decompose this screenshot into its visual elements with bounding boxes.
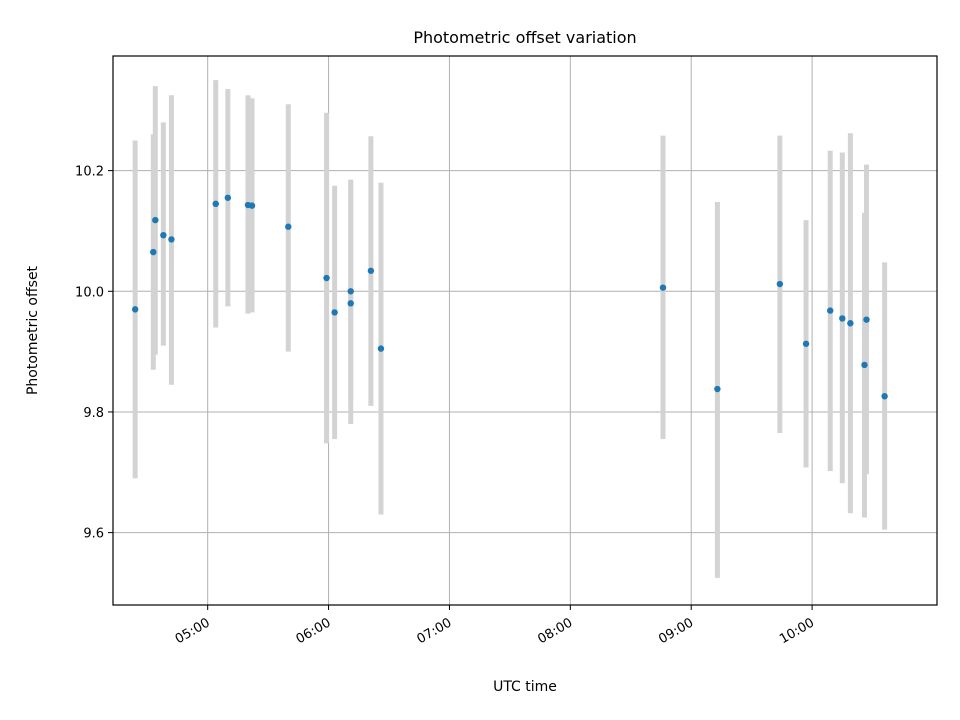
data-point (168, 236, 175, 243)
data-point (150, 248, 157, 256)
plot-frame (112, 55, 938, 606)
y-axis-ticks: 9.6 9.8 10.0 10.2 (75, 165, 113, 542)
y-tick-label: 9.8 (83, 406, 104, 421)
data-point (776, 280, 784, 288)
data-point (827, 307, 834, 314)
data-point (863, 316, 870, 323)
data-point (331, 309, 338, 316)
data-points (131, 194, 888, 400)
data-point (861, 361, 868, 369)
y-tick-label: 10.0 (75, 285, 104, 300)
x-axis-label: UTC time (493, 679, 557, 695)
data-point (659, 284, 667, 291)
data-point (323, 274, 330, 282)
data-point (224, 194, 232, 201)
data-point (160, 231, 167, 239)
data-point (802, 340, 810, 347)
data-point (881, 393, 888, 400)
data-point (347, 288, 354, 295)
data-point (714, 385, 721, 393)
chart-title: Photometric offset variation (413, 28, 636, 47)
data-point (152, 216, 159, 224)
data-point (377, 345, 385, 352)
y-axis-label: Photometric offset (25, 265, 41, 395)
y-tick-label: 9.6 (83, 527, 104, 542)
data-point (212, 200, 219, 208)
data-point (839, 315, 846, 322)
data-point (248, 202, 256, 209)
data-point (847, 320, 854, 327)
data-point (131, 306, 139, 313)
y-tick-label: 10.2 (75, 165, 104, 180)
data-point (367, 267, 375, 274)
data-point (285, 223, 292, 230)
data-point (347, 300, 354, 307)
